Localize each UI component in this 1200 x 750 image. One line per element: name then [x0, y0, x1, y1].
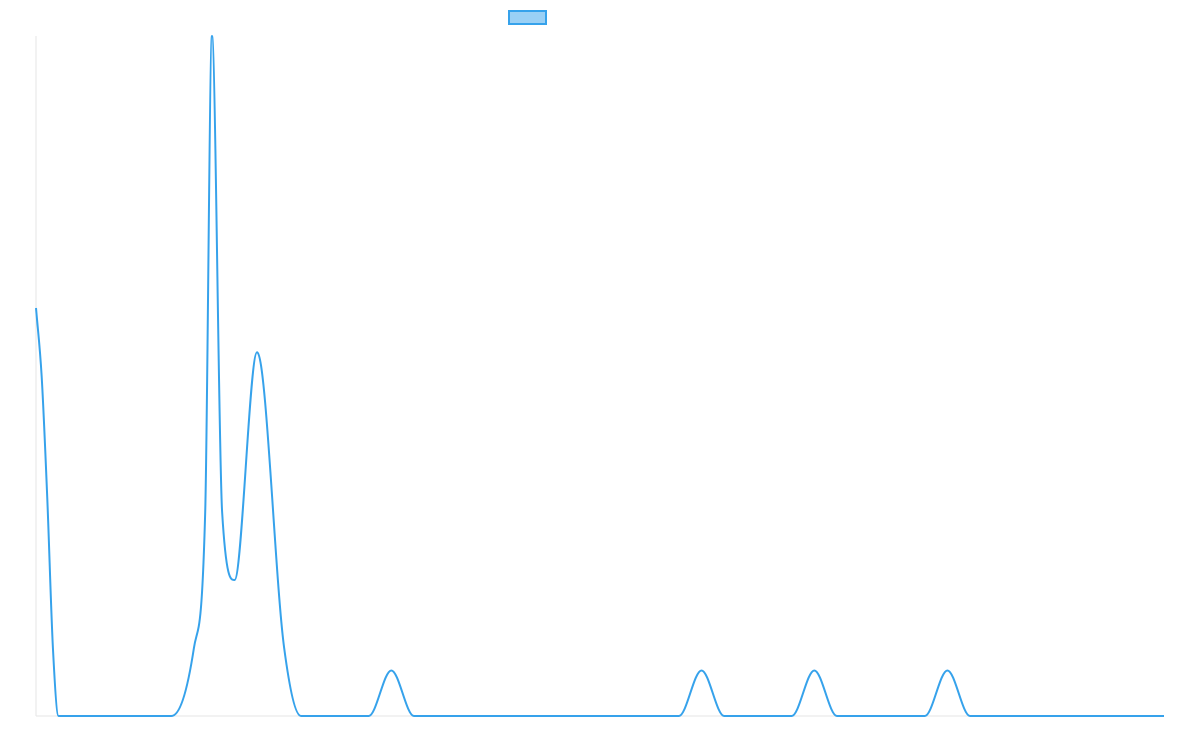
series-line-0[interactable]: [35, 35, 1164, 718]
legend-swatch[interactable]: [508, 10, 547, 25]
